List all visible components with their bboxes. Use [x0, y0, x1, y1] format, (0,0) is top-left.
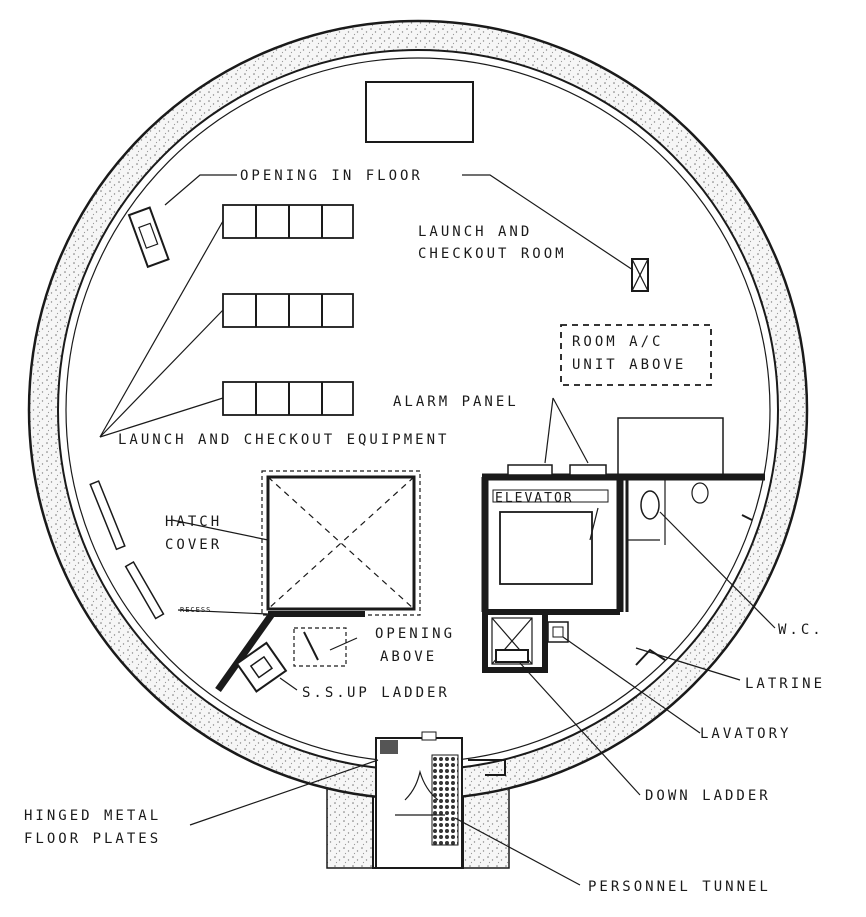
equipment-rack-1	[222, 204, 354, 239]
room-ac-unit-outline	[560, 324, 712, 386]
hatch-cover	[261, 470, 421, 616]
label-opening-above-1: OPENING	[375, 626, 455, 642]
label-wc: W.C.	[778, 622, 824, 638]
label-opening-in-floor: OPENING IN FLOOR	[240, 168, 423, 184]
label-recess: RECESS	[180, 606, 211, 614]
label-opening-above-2: ABOVE	[380, 649, 437, 665]
elevator-shaft	[481, 473, 765, 615]
label-alarm-panel: ALARM PANEL	[393, 394, 519, 410]
label-elevator: ELEVATOR	[495, 491, 574, 506]
label-lavatory: LAVATORY	[700, 726, 791, 742]
latrine-upper-box	[617, 417, 724, 476]
label-launch-room-1: LAUNCH AND	[418, 224, 532, 240]
up-ladder-area	[215, 611, 365, 693]
label-hinged-1: HINGED METAL	[24, 808, 161, 824]
label-launch-equipment: LAUNCH AND CHECKOUT EQUIPMENT	[118, 432, 449, 448]
ring-wall-segments	[89, 480, 753, 776]
floor-opening-right	[631, 258, 649, 292]
label-launch-room-2: CHECKOUT ROOM	[418, 246, 567, 262]
tunnel-entry	[375, 731, 463, 869]
equipment-rack-2	[222, 293, 354, 328]
down-ladder-shaft	[482, 612, 569, 673]
alarm-panel-box-1	[507, 464, 553, 476]
latrine-area	[625, 477, 709, 612]
label-room-ac-1: ROOM A/C	[572, 334, 663, 350]
equipment-rack-3	[222, 381, 354, 416]
top-equipment-box	[365, 81, 474, 143]
label-hinged-2: FLOOR PLATES	[24, 831, 161, 847]
label-up-ladder: UP LADDER	[347, 685, 450, 701]
label-down-ladder: DOWN LADDER	[645, 788, 771, 804]
label-room-ac-2: UNIT ABOVE	[572, 357, 686, 373]
label-hatch-2: COVER	[165, 537, 222, 553]
leader-lines	[99, 174, 776, 886]
alarm-panel-box-2	[569, 464, 607, 476]
label-hatch-1: HATCH	[165, 514, 222, 530]
label-ss: S.S.	[302, 685, 348, 701]
label-latrine: LATRINE	[745, 676, 825, 692]
label-personnel-tunnel: PERSONNEL TUNNEL	[588, 879, 771, 895]
floor-opening-left	[127, 206, 170, 269]
